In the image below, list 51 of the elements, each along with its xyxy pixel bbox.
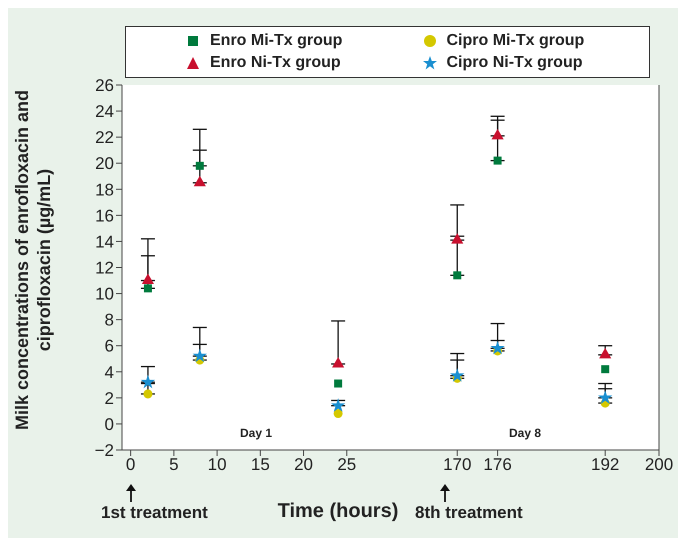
point: [453, 271, 462, 280]
point: [601, 365, 610, 374]
point: [144, 284, 152, 292]
x-tick-label: 192: [591, 455, 620, 474]
y-tick-label: 6: [104, 336, 114, 356]
point: [194, 176, 206, 186]
x-tick-label: 15: [250, 455, 270, 474]
y-tick-label: 4: [104, 362, 114, 382]
x-tick-label: 20: [294, 455, 314, 474]
text: 1st treatment: [101, 503, 208, 523]
x-tick-label: 5: [169, 455, 179, 474]
y-tick-label: 22: [95, 128, 114, 148]
annotation: Day 1: [238, 426, 274, 440]
point: [330, 398, 346, 412]
y-axis-title: Milk concentrations of enrofloxacin and ciprofloxacin (µg/mL): [11, 88, 55, 432]
text: 8th treatment: [415, 503, 523, 523]
point: [192, 348, 207, 362]
point: [143, 389, 152, 398]
annotation: Day 8: [508, 426, 542, 440]
point: [140, 374, 156, 388]
y-tick-label: 18: [95, 180, 114, 200]
y-tick-label: −2: [94, 441, 114, 460]
point: [492, 128, 504, 140]
legend-label: Cipro Mi-Tx group: [446, 32, 584, 50]
y-tick-label: 12: [95, 258, 114, 278]
x-tick-label: 10: [208, 455, 227, 474]
y-tick-label: 20: [95, 154, 114, 174]
y-tick-label: 24: [95, 102, 114, 122]
point: [332, 356, 344, 368]
y-tick-label: 16: [95, 206, 114, 226]
x-tick-label: 25: [337, 455, 356, 474]
y-tick-label: 10: [95, 284, 114, 304]
point: [451, 233, 464, 244]
point: [334, 380, 342, 388]
point: [450, 368, 464, 382]
point: [599, 348, 612, 358]
y-tick-label: 8: [104, 310, 114, 330]
x-tick-label: 200: [644, 455, 674, 474]
y-tick-label: 2: [104, 388, 114, 408]
y-tick-label: 0: [104, 414, 114, 434]
y-tick-label: 26: [95, 76, 114, 96]
x-axis-title: Time (hours): [278, 500, 398, 522]
legend-label: Enro Ni-Tx group: [210, 54, 341, 72]
x-tick-label: 176: [483, 455, 512, 474]
x-tick-label: 170: [443, 455, 472, 474]
legend-label: Cipro Ni-Tx group: [446, 54, 582, 72]
point: [334, 408, 343, 418]
legend-label: Enro Mi-Tx group: [210, 32, 342, 50]
point: [142, 274, 154, 284]
x-tick-label: 0: [126, 455, 136, 474]
y-tick-label: 14: [95, 232, 114, 252]
